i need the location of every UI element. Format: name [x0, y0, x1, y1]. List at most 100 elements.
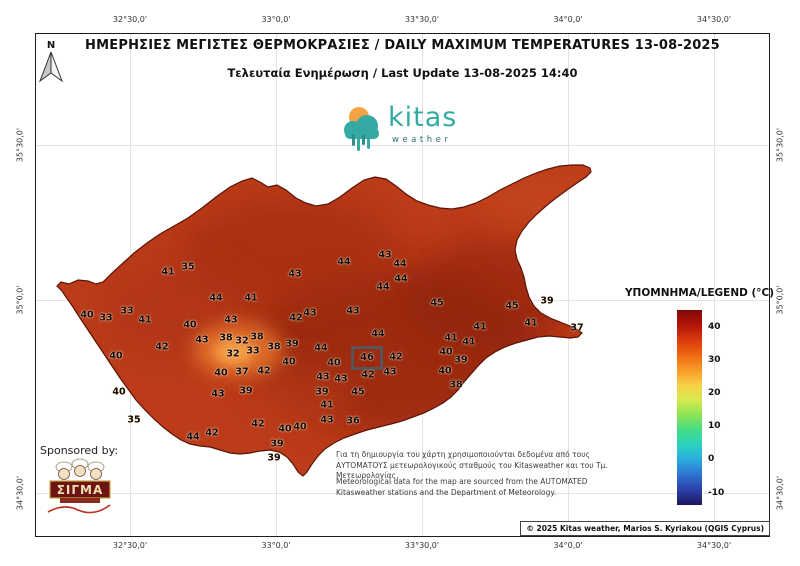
last-update-subtitle: Τελευταία Ενημέρωση / Last Update 13-08-… [227, 66, 578, 80]
temperature-label: 42 [205, 427, 219, 439]
island-outline [56, 164, 592, 477]
longitude-label-bottom: 34°30,0' [696, 541, 732, 550]
data-source-note-english: Meteorological data for the map are sour… [336, 477, 588, 497]
temperature-label: 44 [394, 273, 408, 285]
temperature-label: 39 [285, 338, 299, 350]
longitude-label-top: 34°30,0' [696, 15, 732, 24]
temperature-label: 40 [112, 386, 126, 398]
temperature-label: 33 [246, 345, 260, 357]
temperature-label: 42 [257, 365, 271, 377]
temperature-label: 44 [314, 342, 328, 354]
temperature-label: 45 [351, 386, 365, 398]
temperature-label: 39 [267, 452, 281, 464]
temperature-label: 38 [250, 331, 264, 343]
longitude-label-bottom: 34°0,0' [553, 541, 583, 550]
temperature-label: 40 [282, 356, 296, 368]
longitude-label-top: 33°0,0' [261, 15, 291, 24]
temperature-label: 44 [186, 431, 200, 443]
kitas-cloud-icon [344, 107, 379, 151]
temperature-label: 33 [120, 305, 134, 317]
temperature-label: 43 [224, 314, 238, 326]
temperature-label: 43 [346, 305, 360, 317]
legend-tick-label: -10 [708, 487, 725, 498]
temperature-label: 43 [195, 334, 209, 346]
temperature-label: 41 [444, 332, 458, 344]
temperature-label: 41 [320, 399, 334, 411]
gridline-horizontal [35, 493, 770, 494]
longitude-label-bottom: 33°30,0' [404, 541, 440, 550]
temperature-label: 43 [378, 249, 392, 261]
legend-tick-label: 0 [708, 454, 715, 465]
temperature-label: 43 [288, 268, 302, 280]
temperature-label: 43 [303, 307, 317, 319]
temperature-label: 36 [346, 415, 360, 427]
temperature-label: 42 [389, 351, 403, 363]
temperature-label: 39 [540, 295, 554, 307]
legend-tick-label: 20 [708, 388, 721, 399]
temperature-label: 41 [462, 336, 476, 348]
temperature-label: 41 [524, 317, 538, 329]
temperature-label: 39 [454, 354, 468, 366]
gridline-vertical [568, 33, 569, 537]
temperature-label: 43 [211, 388, 225, 400]
legend-colorbar [677, 310, 702, 505]
temperature-label: 38 [267, 341, 281, 353]
temperature-label: 40 [438, 365, 452, 377]
temperature-label: 39 [239, 385, 253, 397]
copyright-badge: © 2025 Kitas weather, Marios S. Kyriakou… [520, 521, 770, 536]
temperature-label: 40 [80, 309, 94, 321]
temperature-label: 41 [244, 292, 258, 304]
temperature-label: 43 [316, 371, 330, 383]
sigma-logo-text: ΣΙΓΜΑ [57, 483, 104, 497]
temperature-label: 45 [430, 297, 444, 309]
temperature-label: 38 [219, 332, 233, 344]
temperature-label: 40 [293, 421, 307, 433]
temperature-label: 40 [327, 357, 341, 369]
longitude-label-bottom: 33°0,0' [261, 541, 291, 550]
temperature-label: 40 [439, 346, 453, 358]
temperature-label: 35 [181, 261, 195, 273]
longitude-label-top: 32°30,0' [112, 15, 148, 24]
temperature-label: 43 [383, 366, 397, 378]
temperature-label: 42 [361, 369, 375, 381]
temperature-label: 39 [315, 386, 329, 398]
temperature-label: 41 [161, 266, 175, 278]
temperature-label: 43 [334, 373, 348, 385]
legend-tick-label: 40 [708, 321, 721, 332]
temperature-label: 44 [393, 258, 407, 270]
kitas-logo-subtext: weather [392, 135, 452, 145]
temperature-label: 44 [376, 281, 390, 293]
temperature-label: 42 [155, 341, 169, 353]
temperature-label: 41 [473, 321, 487, 333]
temperature-label: 41 [138, 314, 152, 326]
temperature-label: 40 [214, 367, 228, 379]
temperature-label: 32 [226, 348, 240, 360]
legend-tick-label: 30 [708, 354, 721, 365]
page-title: ΗΜΕΡΗΣΙΕΣ ΜΕΓΙΣΤΕΣ ΘΕΡΜΟΚΡΑΣΙΕΣ / DAILY … [85, 38, 720, 53]
longitude-label-top: 34°0,0' [553, 15, 583, 24]
longitude-label-bottom: 32°30,0' [112, 541, 148, 550]
gridline-vertical [714, 33, 715, 537]
temperature-label: 37 [235, 366, 249, 378]
temperature-label: 40 [183, 319, 197, 331]
map-frame [35, 33, 770, 537]
gridline-horizontal [35, 145, 770, 146]
temperature-label: 40 [278, 423, 292, 435]
temperature-label: 39 [270, 438, 284, 450]
longitude-label-top: 33°30,0' [404, 15, 440, 24]
temperature-label: 42 [289, 312, 303, 324]
sigma-sponsor-logo: ΣΙΓΜΑ [40, 458, 120, 524]
kitas-logo-text: kitas [388, 102, 458, 133]
temperature-label: 44 [337, 256, 351, 268]
max-temperature-label: 46 [351, 346, 383, 370]
data-source-note-greek: Για τη δημιουργία του χάρτη χρησιμοποιού… [336, 450, 608, 480]
legend-tick-label: 10 [708, 421, 721, 432]
temperature-label: 37 [570, 322, 584, 334]
temperature-label: 44 [209, 292, 223, 304]
temperature-label: 44 [371, 328, 385, 340]
north-label: N [47, 40, 55, 51]
temperature-label: 38 [449, 379, 463, 391]
temperature-label: 43 [320, 414, 334, 426]
